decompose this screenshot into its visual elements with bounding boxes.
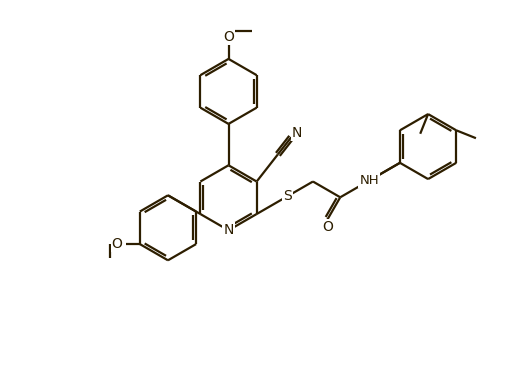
Text: S: S [283, 189, 292, 203]
Text: N: N [292, 126, 302, 140]
Text: O: O [223, 30, 234, 44]
Text: N: N [223, 223, 234, 237]
Text: O: O [322, 220, 333, 235]
Text: NH: NH [359, 174, 379, 187]
Text: O: O [112, 237, 123, 251]
